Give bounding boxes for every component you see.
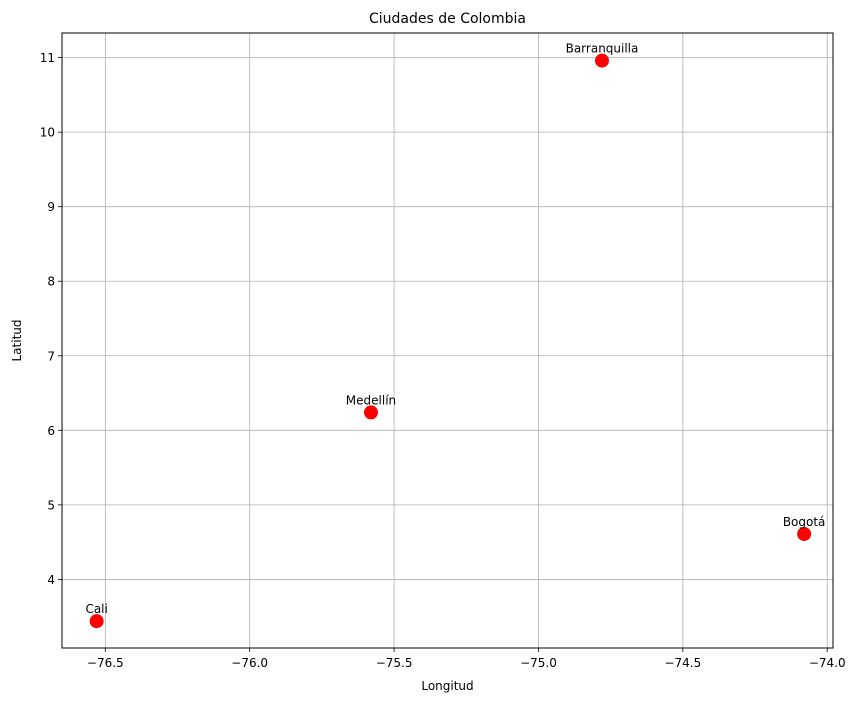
city-label: Medellín xyxy=(346,393,396,407)
y-axis: 4 5 6 7 8 9 10 11 xyxy=(40,51,62,587)
x-tick-label: −74.5 xyxy=(664,656,701,670)
x-tick-label: −76.0 xyxy=(231,656,268,670)
city-label: Cali xyxy=(85,602,107,616)
city-point xyxy=(89,614,104,629)
chart-title: Ciudades de Colombia xyxy=(369,11,526,27)
city-label: Barranquilla xyxy=(566,42,639,56)
city-point xyxy=(363,405,378,420)
y-tick-label: 8 xyxy=(47,275,55,289)
x-tick-label: −74.0 xyxy=(809,656,846,670)
x-axis-label: Longitud xyxy=(421,679,473,693)
x-tick-label: −76.5 xyxy=(87,656,124,670)
city-point xyxy=(797,526,812,541)
city-point xyxy=(594,53,609,68)
y-tick-label: 7 xyxy=(47,349,55,363)
y-tick-label: 5 xyxy=(47,498,55,512)
y-tick-label: 6 xyxy=(47,424,55,438)
y-tick-label: 4 xyxy=(47,573,55,587)
city-label: Bogotá xyxy=(783,515,826,529)
x-tick-label: −75.5 xyxy=(376,656,413,670)
x-axis: −76.5 −76.0 −75.5 −75.0 −74.5 −74.0 xyxy=(87,648,846,670)
data-points: Bogotá Medellín Cali Barranquilla xyxy=(85,42,825,629)
y-tick-label: 9 xyxy=(47,200,55,214)
y-tick-label: 11 xyxy=(40,51,55,65)
y-tick-label: 10 xyxy=(40,126,55,140)
grid xyxy=(62,33,833,648)
y-axis-label: Latitud xyxy=(10,319,24,361)
plot-frame xyxy=(61,32,834,649)
x-tick-label: −75.0 xyxy=(520,656,557,670)
